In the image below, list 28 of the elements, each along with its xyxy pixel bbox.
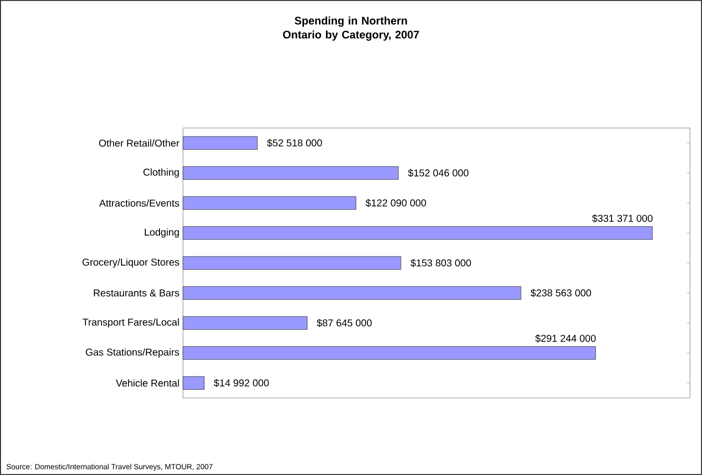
- data-label: $52 518 000: [267, 138, 322, 148]
- y-tick-label: Transport Fares/Local: [82, 318, 179, 328]
- y-tick-label: Lodging: [144, 228, 179, 238]
- bar: [182, 346, 596, 360]
- bar: [182, 166, 399, 180]
- data-label: $122 090 000: [366, 198, 426, 208]
- y-tick-label: Other Retail/Other: [99, 139, 180, 147]
- data-label: $153 803 000: [410, 258, 471, 268]
- data-label: $331 371 000: [592, 214, 653, 222]
- bar: [182, 316, 308, 330]
- y-tick-label: Gas Stations/Repairs: [86, 348, 180, 358]
- data-label: $14 992 000: [214, 378, 269, 388]
- chart-title: Spending in Northern Ontario by Category, 2007: [283, 16, 419, 41]
- y-tick-label: Restaurants & Bars: [94, 289, 180, 296]
- bar: [182, 256, 402, 270]
- y-tick-label: Clothing: [143, 168, 179, 178]
- bar: [182, 286, 522, 300]
- bar: [182, 226, 653, 240]
- bar: [182, 136, 258, 150]
- bar: [182, 196, 356, 210]
- y-tick-label: Vehicle Rental: [116, 379, 179, 387]
- data-label: $291 244 000: [535, 334, 596, 342]
- data-label: $238 563 000: [530, 288, 592, 298]
- data-label: $152 046 000: [408, 168, 468, 178]
- y-tick-label: Grocery/Liquor Stores: [82, 258, 180, 268]
- data-label: $87 645 000: [316, 318, 372, 328]
- bar: [182, 376, 204, 390]
- y-tick-label: Attractions/Events: [99, 199, 180, 207]
